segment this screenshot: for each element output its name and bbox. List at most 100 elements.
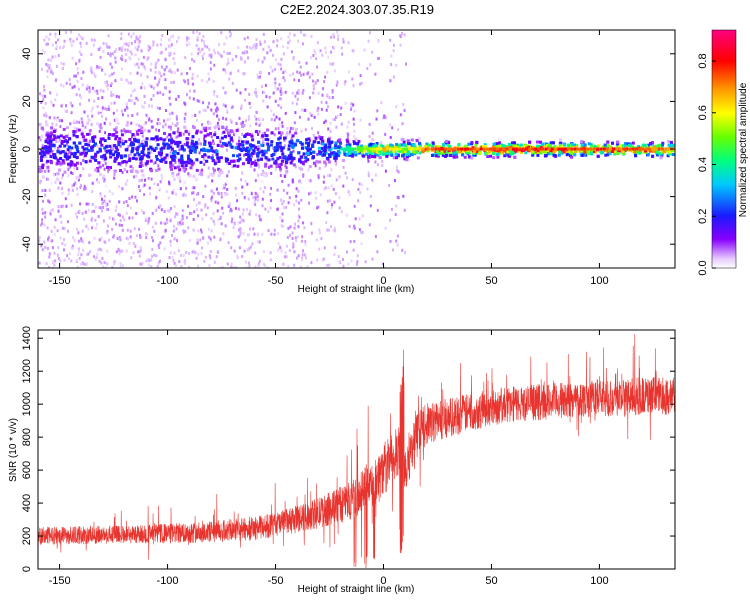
noise-cell — [293, 263, 296, 267]
band-cell — [513, 155, 517, 159]
noise-cell — [54, 34, 57, 38]
noise-cell — [374, 235, 377, 238]
colorbar: 0.00.20.40.60.8 Normalized spectral ampl… — [697, 29, 749, 276]
noise-cell — [66, 142, 68, 146]
noise-cell — [132, 251, 135, 255]
band-cell — [498, 145, 502, 148]
band-cell — [287, 144, 291, 148]
band-cell — [202, 147, 206, 151]
noise-cell — [164, 68, 166, 72]
band-cell — [475, 140, 479, 144]
band-cell — [369, 142, 373, 146]
band-cell — [329, 147, 333, 151]
noise-cell — [125, 102, 128, 106]
noise-cell — [172, 80, 175, 84]
band-cell — [633, 150, 637, 154]
noise-cell — [222, 68, 225, 72]
band-cell — [421, 150, 425, 154]
band-cell — [124, 148, 128, 152]
band-cell — [49, 135, 52, 139]
noise-cell — [289, 73, 292, 77]
band-cell — [76, 150, 80, 154]
noise-cell — [347, 190, 350, 194]
noise-cell — [209, 237, 212, 241]
noise-cell — [55, 93, 58, 97]
noise-cell — [380, 141, 383, 145]
band-cell — [616, 140, 620, 144]
band-cell — [611, 141, 614, 145]
noise-cell — [363, 48, 366, 52]
noise-cell — [212, 172, 215, 176]
noise-cell — [344, 144, 347, 148]
band-cell — [323, 160, 327, 164]
noise-cell — [355, 262, 358, 266]
noise-cell — [405, 62, 407, 66]
noise-cell — [162, 235, 165, 239]
noise-cell — [99, 110, 102, 114]
noise-cell — [221, 170, 224, 174]
band-cell — [655, 150, 659, 154]
noise-cell — [142, 184, 145, 188]
noise-cell — [164, 57, 167, 61]
band-cell — [257, 140, 261, 144]
band-cell — [578, 149, 582, 153]
band-cell — [100, 143, 104, 147]
band-cell — [86, 132, 90, 136]
noise-cell — [88, 86, 91, 90]
noise-cell — [253, 90, 256, 94]
noise-cell — [61, 119, 63, 123]
noise-cell — [202, 236, 205, 240]
noise-cell — [230, 220, 233, 224]
band-cell — [406, 151, 410, 155]
band-cell — [589, 145, 593, 148]
carrier-cell — [350, 147, 353, 151]
noise-cell — [327, 174, 329, 178]
noise-cell — [71, 104, 74, 108]
noise-cell — [303, 108, 306, 112]
band-cell — [284, 157, 288, 161]
band-cell — [238, 143, 242, 146]
noise-cell — [298, 201, 300, 205]
band-cell — [600, 151, 604, 154]
noise-cell — [245, 119, 247, 123]
noise-cell — [175, 192, 177, 196]
noise-cell — [93, 209, 96, 213]
noise-cell — [100, 236, 103, 240]
noise-cell — [153, 229, 156, 233]
noise-cell — [222, 103, 225, 107]
noise-cell — [266, 150, 268, 154]
band-cell — [250, 134, 254, 138]
noise-cell — [333, 253, 336, 256]
noise-cell — [142, 105, 145, 109]
noise-cell — [145, 232, 147, 236]
band-cell — [192, 174, 196, 178]
noise-cell — [307, 71, 310, 75]
band-cell — [401, 154, 404, 158]
x-tick-label: 100 — [590, 575, 608, 587]
noise-cell — [112, 52, 114, 56]
band-cell — [99, 126, 103, 130]
noise-cell — [70, 30, 72, 34]
noise-cell — [79, 35, 82, 39]
band-cell — [117, 162, 121, 166]
noise-cell — [292, 245, 295, 249]
band-cell — [165, 142, 169, 146]
noise-cell — [211, 153, 214, 157]
noise-cell — [165, 86, 167, 90]
snr-x-ticks: -150 -100 -50 0 50 100 — [49, 330, 609, 587]
noise-cell — [335, 178, 338, 182]
noise-cell — [333, 69, 336, 73]
noise-cell — [221, 132, 223, 136]
noise-cell — [59, 214, 62, 218]
band-cell — [377, 152, 381, 156]
noise-cell — [197, 229, 200, 233]
band-cell — [193, 150, 197, 154]
noise-cell — [196, 192, 198, 196]
band-cell — [41, 163, 45, 167]
noise-cell — [96, 92, 99, 95]
noise-cell — [367, 39, 370, 43]
band-cell — [296, 139, 300, 143]
noise-cell — [279, 216, 282, 220]
noise-cell — [225, 125, 228, 129]
band-cell — [48, 149, 52, 153]
